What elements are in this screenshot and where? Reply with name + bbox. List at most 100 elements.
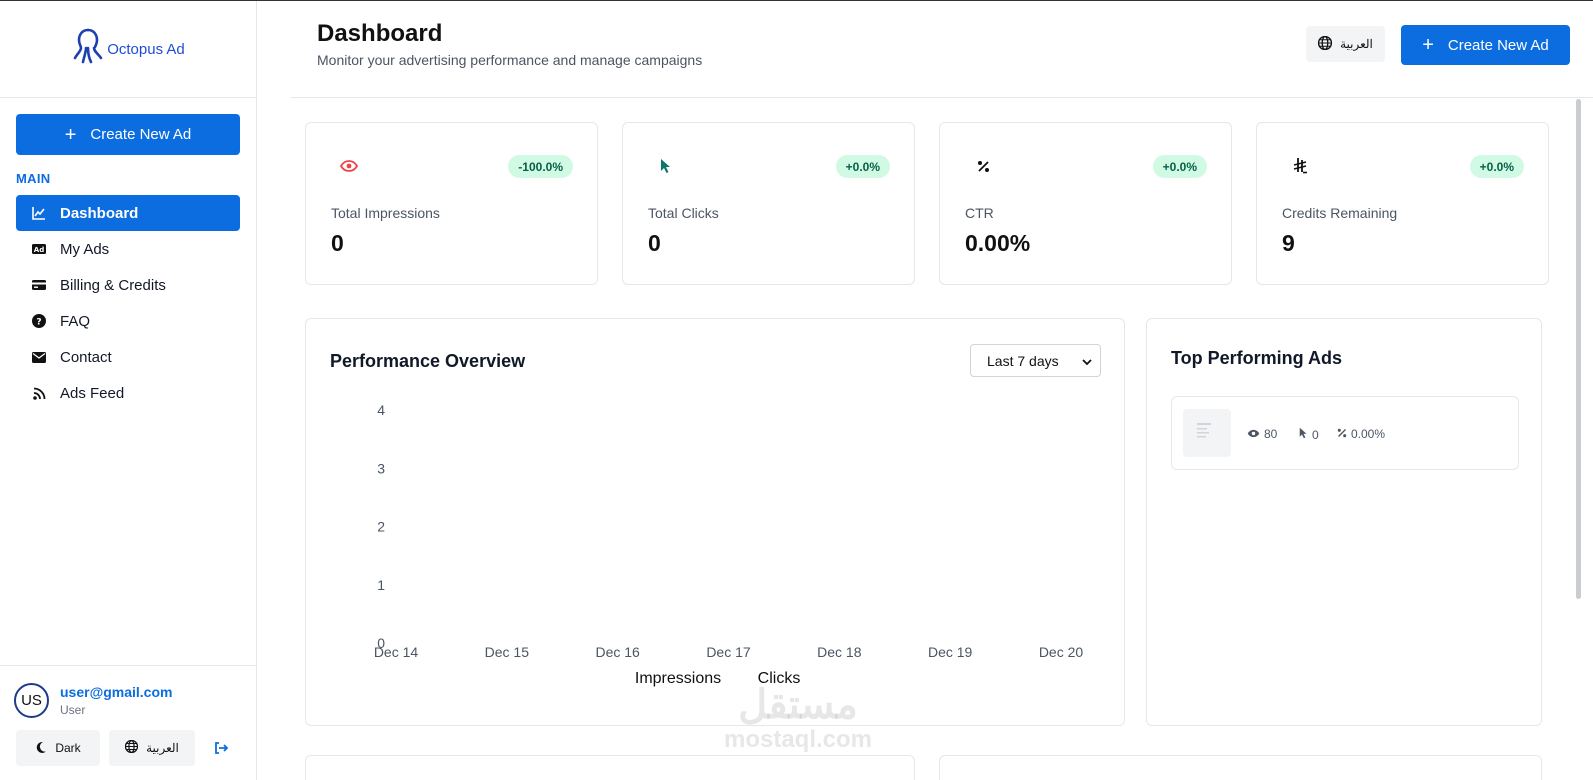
question-circle-icon: ? [32,314,46,328]
stat-change-badge: +0.0% [1469,155,1524,178]
performance-chart: 0 1 2 3 4 Dec 14 Dec 15 Dec 16 Dec 17 Dec 18 Dec 1… [374,402,1084,687]
stat-label: CTR [965,205,994,221]
theme-toggle-button[interactable]: Dark [16,730,100,766]
eye-icon [1247,427,1260,441]
top-performing-ads-card: Top Performing Ads 80 0 0.00% [1146,318,1542,726]
watermark-latin: mostaql.com [723,726,873,753]
brand-logo[interactable]: Octopus Ad [0,1,256,98]
date-range-value: Last 7 days [987,352,1059,369]
stat-change-badge: +0.0% [835,155,890,178]
ad-ctr-value: 0.00% [1351,427,1386,441]
main-scrollbar[interactable] [1576,99,1581,599]
sidebar-create-ad-button[interactable]: + Create New Ad [16,114,240,155]
ad-ctr-stat: 0.00% [1337,427,1385,441]
legend-item[interactable]: Clicks [758,670,801,687]
performance-title: Performance Overview [330,351,526,371]
stat-value: 0 [331,230,344,256]
ad-views-value: 80 [1264,427,1278,441]
stat-change-badge: +0.0% [1152,155,1207,178]
x-tick-label: Dec 15 [485,644,530,660]
octopus-icon [71,27,105,72]
brand-name: Octopus Ad [107,40,185,58]
globe-icon [124,739,139,756]
ad-clicks-stat: 0 [1299,427,1319,442]
cursor-icon [1299,427,1308,442]
user-email[interactable]: user@gmail.com [60,684,173,700]
watermark: مستقل mostaql.com [700,683,896,753]
sidebar-item-ads-feed[interactable]: Ads Feed [16,375,240,411]
theme-toggle-label: Dark [55,741,81,755]
stat-value: 9 [1282,230,1295,256]
y-tick-label: 3 [377,460,385,476]
stat-card-clicks: +0.0% Total Clicks 0 [622,122,915,285]
cursor-icon [657,157,675,175]
stat-label: Total Impressions [331,205,440,221]
x-tick-label: Dec 20 [1039,644,1084,660]
sidebar-item-billing[interactable]: Billing & Credits [16,267,240,303]
sidebar-nav: Dashboard Ad My Ads Billing & Credits ? … [16,195,240,411]
top-ad-item[interactable]: 80 0 0.00% [1171,396,1519,470]
percent-icon [974,157,992,175]
currency-icon [1291,157,1309,175]
sidebar-language-label: العربية [146,741,179,755]
y-tick-label: 2 [377,519,385,535]
sidebar-item-label: Ads Feed [60,384,125,402]
svg-text:?: ? [36,318,41,328]
header-language-button[interactable]: العربية [1306,26,1385,62]
sidebar-create-ad-label: Create New Ad [90,126,192,143]
chart-line-icon [32,206,46,220]
bottom-card-right [939,755,1542,780]
stat-card-ctr: +0.0% CTR 0.00% [939,122,1232,285]
x-tick-label: Dec 18 [817,644,862,660]
ad-icon: Ad [32,242,46,256]
page-header: Dashboard Monitor your advertising perfo… [291,1,1593,98]
sidebar-item-my-ads[interactable]: Ad My Ads [16,231,240,267]
stat-value: 0.00% [965,230,1031,256]
x-tick-label: Dec 17 [706,644,751,660]
percent-icon [1337,427,1347,441]
envelope-icon [32,350,46,364]
bottom-card-left [305,755,915,780]
performance-overview-card: Performance Overview Last 7 days 0 1 2 3 4 De… [305,318,1125,726]
globe-icon [1317,35,1333,53]
user-role: User [60,703,86,717]
avatar[interactable]: US [14,683,49,718]
x-tick-label: Dec 14 [374,644,419,660]
credit-card-icon [32,278,46,292]
stat-card-credits: +0.0% Credits Remaining 9 [1256,122,1549,285]
x-tick-label: Dec 16 [595,644,640,660]
sidebar-item-label: Billing & Credits [60,276,166,294]
ad-thumbnail [1183,409,1231,457]
sidebar-language-button[interactable]: العربية [109,730,195,766]
sidebar-item-label: Dashboard [60,204,139,222]
ad-views-stat: 80 [1247,427,1277,441]
y-tick-label: 4 [377,402,385,418]
legend-item[interactable]: Impressions [635,670,721,687]
ad-clicks-value: 0 [1312,427,1319,442]
moon-icon [35,741,47,756]
stat-change-badge: -100.0% [508,155,573,178]
sidebar-item-dashboard[interactable]: Dashboard [16,195,240,231]
sidebar-item-label: My Ads [60,240,110,258]
header-create-ad-label: Create New Ad [1447,36,1549,54]
sidebar-item-label: FAQ [60,312,91,330]
header-create-ad-button[interactable]: + Create New Ad [1401,25,1570,65]
date-range-select[interactable]: Last 7 days [970,344,1101,377]
plus-icon: + [1422,34,1434,56]
y-tick-label: 0 [377,635,385,651]
header-language-label: العربية [1340,37,1373,51]
x-tick-label: Dec 19 [928,644,973,660]
plus-icon: + [64,123,77,146]
eye-icon [340,157,358,175]
chevron-down-icon [1082,353,1092,369]
stat-card-impressions: -100.0% Total Impressions 0 [305,122,598,285]
page-title: Dashboard [317,20,443,47]
sidebar: Octopus Ad + Create New Ad MAIN Dashboar… [0,1,257,780]
logout-icon[interactable] [213,740,229,756]
sidebar-item-contact[interactable]: Contact [16,339,240,375]
sidebar-user-panel: US user@gmail.com User Dark العربية [0,665,256,780]
watermark-arabic: مستقل [738,683,858,727]
svg-text:Ad: Ad [34,246,44,254]
top-ads-title: Top Performing Ads [1171,348,1342,368]
sidebar-item-faq[interactable]: ? FAQ [16,303,240,339]
